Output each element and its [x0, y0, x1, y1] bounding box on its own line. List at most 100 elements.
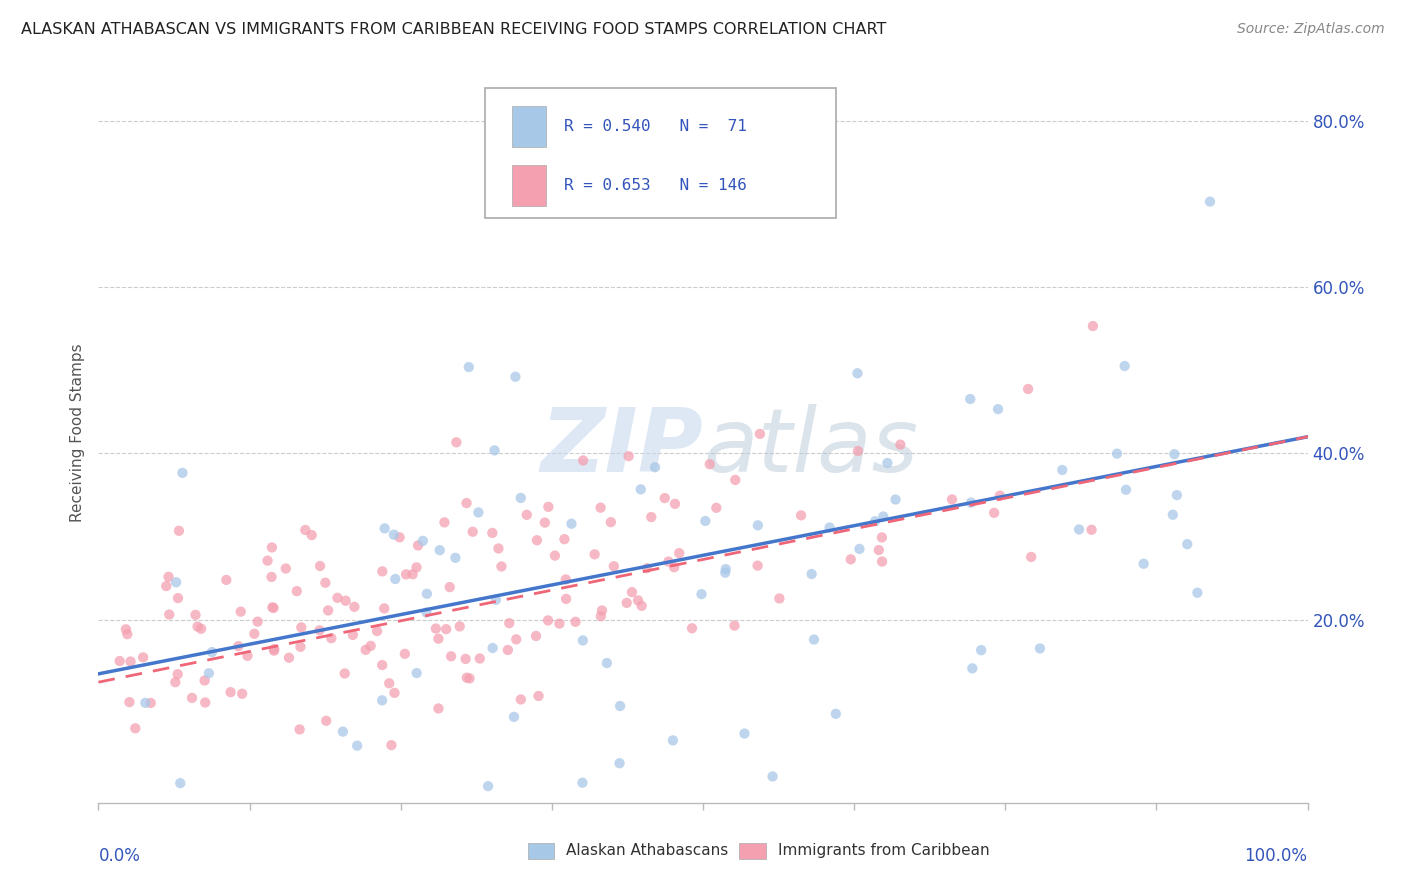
Point	[457, 360, 479, 375]
Point	[554, 573, 576, 587]
Point	[748, 426, 770, 441]
Point	[184, 607, 207, 622]
Point	[848, 541, 870, 556]
Point	[714, 562, 737, 576]
Point	[699, 457, 721, 471]
Point	[537, 614, 560, 628]
Point	[630, 483, 652, 497]
Point	[440, 649, 463, 664]
Point	[278, 650, 301, 665]
Point	[884, 492, 907, 507]
Point	[439, 580, 461, 594]
Point	[505, 369, 527, 384]
Text: R = 0.540   N =  71: R = 0.540 N = 71	[564, 120, 747, 134]
Point	[333, 666, 356, 681]
Point	[872, 509, 894, 524]
Point	[591, 603, 613, 617]
Point	[167, 524, 190, 538]
Point	[491, 559, 513, 574]
Point	[388, 530, 411, 544]
Point	[959, 392, 981, 406]
FancyBboxPatch shape	[485, 88, 837, 218]
Point	[434, 622, 457, 636]
Point	[870, 555, 893, 569]
Point	[412, 533, 434, 548]
Point	[704, 500, 727, 515]
Text: 0.0%: 0.0%	[98, 847, 141, 865]
Point	[167, 591, 190, 606]
Point	[402, 567, 425, 582]
Point	[724, 473, 747, 487]
Point	[583, 547, 606, 561]
Y-axis label: Receiving Food Stamps: Receiving Food Stamps	[69, 343, 84, 522]
Point	[384, 686, 406, 700]
Point	[664, 497, 686, 511]
Point	[316, 603, 339, 617]
Point	[488, 541, 510, 556]
Point	[134, 696, 156, 710]
Point	[768, 591, 790, 606]
Point	[723, 618, 745, 632]
Text: ALASKAN ATHABASCAN VS IMMIGRANTS FROM CARIBBEAN RECEIVING FOOD STAMPS CORRELATIO: ALASKAN ATHABASCAN VS IMMIGRANTS FROM CA…	[21, 22, 886, 37]
Point	[1163, 447, 1185, 461]
Bar	[527, 843, 554, 859]
Point	[243, 626, 266, 640]
Point	[308, 624, 330, 638]
Point	[326, 591, 349, 605]
Point	[1017, 382, 1039, 396]
Point	[747, 558, 769, 573]
Point	[194, 696, 217, 710]
Point	[620, 585, 643, 599]
Point	[115, 623, 138, 637]
Point	[640, 510, 662, 524]
Point	[1132, 557, 1154, 571]
Point	[427, 701, 450, 715]
Point	[246, 615, 269, 629]
Point	[360, 639, 382, 653]
Point	[468, 651, 491, 665]
Point	[1080, 523, 1102, 537]
Point	[617, 449, 640, 463]
Point	[734, 726, 756, 740]
Point	[747, 518, 769, 533]
Point	[644, 460, 666, 475]
Point	[346, 739, 368, 753]
Point	[662, 733, 685, 747]
Point	[571, 775, 593, 789]
Point	[454, 652, 477, 666]
Point	[165, 675, 187, 690]
Point	[564, 615, 586, 629]
Point	[544, 549, 567, 563]
Text: R = 0.653   N = 146: R = 0.653 N = 146	[564, 178, 747, 193]
Point	[824, 706, 846, 721]
Point	[332, 724, 354, 739]
Point	[1081, 319, 1104, 334]
Point	[960, 495, 983, 509]
Point	[714, 566, 737, 580]
Point	[839, 552, 862, 566]
Point	[262, 600, 284, 615]
Point	[481, 525, 503, 540]
Point	[560, 516, 582, 531]
Point	[139, 696, 162, 710]
Point	[405, 560, 427, 574]
Point	[1175, 537, 1198, 551]
Point	[449, 619, 471, 633]
Point	[425, 622, 447, 636]
Point	[553, 532, 575, 546]
Point	[616, 596, 638, 610]
Point	[378, 676, 401, 690]
Point	[406, 538, 429, 552]
Point	[505, 632, 527, 647]
Point	[427, 632, 450, 646]
Point	[524, 629, 547, 643]
Point	[1115, 483, 1137, 497]
Point	[458, 672, 481, 686]
Point	[456, 671, 478, 685]
Point	[315, 714, 337, 728]
Point	[800, 567, 823, 582]
Bar	[512, 106, 546, 147]
Point	[181, 690, 204, 705]
Point	[309, 559, 332, 574]
Point	[496, 643, 519, 657]
